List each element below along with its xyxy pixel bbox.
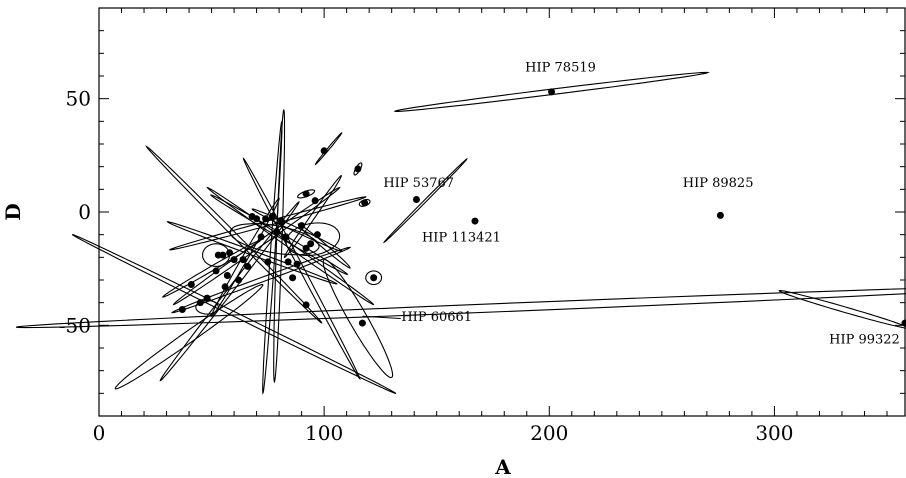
data-point-17 bbox=[187, 281, 195, 289]
data-point-16 bbox=[203, 294, 211, 302]
error-ellipse-7 bbox=[358, 199, 371, 207]
data-point-38 bbox=[298, 222, 306, 230]
error-ellipse-4 bbox=[382, 157, 468, 244]
star-labels: HIP 78519 HIP 53767 HIP 89825 HIP 113421 HIP… bbox=[362, 60, 900, 347]
error-ellipse-5 bbox=[315, 132, 343, 166]
x-axis-label: A bbox=[494, 455, 511, 478]
data-point-32 bbox=[273, 228, 281, 236]
data-point-10 bbox=[311, 197, 319, 205]
error-ellipse-30 bbox=[297, 223, 351, 269]
x-tick-label-0: 0 bbox=[93, 421, 106, 445]
data-point-42 bbox=[221, 283, 229, 291]
data-point-4 bbox=[716, 211, 724, 219]
error-ellipse-29 bbox=[283, 174, 342, 259]
error-ellipse-23 bbox=[210, 197, 280, 317]
error-ellipse-15 bbox=[145, 145, 323, 324]
data-point-13 bbox=[302, 301, 310, 309]
data-point-18 bbox=[212, 267, 220, 275]
error-ellipse-16 bbox=[206, 186, 375, 306]
data-point-27 bbox=[253, 215, 261, 223]
error-ellipse-9 bbox=[365, 270, 383, 286]
error-ellipse-32 bbox=[195, 299, 219, 315]
plot-frame bbox=[98, 7, 906, 417]
error-ellipse-3 bbox=[778, 290, 906, 329]
data-point-35 bbox=[284, 258, 292, 266]
y-tick-label-50: 50 bbox=[66, 87, 91, 111]
star-label-6: HIP 99322 bbox=[829, 332, 900, 347]
data-point-28 bbox=[257, 233, 265, 241]
error-ellipse-19 bbox=[210, 194, 349, 275]
y-axis-label: D bbox=[1, 203, 25, 220]
data-point-1 bbox=[548, 88, 556, 96]
data-point-7 bbox=[354, 165, 362, 173]
data-point-31 bbox=[268, 213, 276, 221]
data-point-40 bbox=[307, 240, 315, 248]
data-point-2 bbox=[412, 196, 420, 204]
star-label-3: HIP 89825 bbox=[683, 176, 754, 191]
tick-labels: 0 100 200 300 -50 0 50 bbox=[59, 87, 794, 445]
y-tick-label-0: 0 bbox=[78, 200, 91, 224]
data-point-37 bbox=[293, 260, 301, 268]
data-point-14 bbox=[178, 305, 186, 313]
error-ellipse-6 bbox=[353, 162, 363, 176]
star-label-5: HIP 60661 bbox=[401, 310, 472, 325]
x-tick-label-100: 100 bbox=[305, 421, 343, 445]
y-tick-label--50: -50 bbox=[59, 313, 91, 337]
data-point-24 bbox=[239, 256, 247, 264]
star-label-4: HIP 113421 bbox=[422, 230, 501, 245]
data-point-5 bbox=[901, 319, 906, 327]
data-point-29 bbox=[262, 215, 270, 223]
x-tick-label-300: 300 bbox=[755, 421, 793, 445]
error-ellipse-31 bbox=[229, 223, 320, 256]
star-label-1: HIP 78519 bbox=[525, 60, 596, 75]
error-ellipse-2 bbox=[15, 288, 906, 329]
data-point-33 bbox=[277, 217, 285, 225]
data-point-11 bbox=[370, 274, 378, 282]
error-ellipses bbox=[15, 71, 906, 395]
data-point-21 bbox=[223, 271, 231, 279]
data-point-12 bbox=[358, 319, 366, 327]
data-point-36 bbox=[289, 274, 297, 282]
error-ellipse-17 bbox=[242, 157, 361, 381]
data-point-34 bbox=[282, 233, 290, 241]
error-ellipse-8 bbox=[297, 189, 316, 199]
data-point-20 bbox=[219, 251, 227, 259]
error-ellipse-22 bbox=[251, 208, 343, 252]
data-points bbox=[178, 88, 906, 327]
data-point-25 bbox=[244, 262, 252, 270]
error-ellipse-21 bbox=[170, 246, 352, 314]
error-ellipse-26 bbox=[273, 108, 286, 384]
data-point-23 bbox=[230, 256, 238, 264]
error-ellipse-10 bbox=[322, 258, 394, 379]
data-point-30 bbox=[264, 258, 272, 266]
data-point-41 bbox=[313, 231, 321, 239]
error-ellipse-1 bbox=[393, 71, 710, 112]
axis-ticks bbox=[98, 7, 905, 417]
x-tick-label-200: 200 bbox=[530, 421, 568, 445]
error-ellipse-12 bbox=[71, 233, 397, 395]
error-ellipse-18 bbox=[172, 186, 341, 306]
data-point-43 bbox=[235, 276, 243, 284]
data-point-15 bbox=[196, 299, 204, 307]
star-label-2: HIP 53767 bbox=[383, 176, 454, 191]
data-point-8 bbox=[361, 199, 369, 207]
label-leader-line bbox=[362, 315, 401, 320]
error-ellipse-28 bbox=[161, 239, 262, 298]
data-point-3 bbox=[471, 217, 479, 225]
error-ellipse-13 bbox=[114, 283, 264, 390]
data-point-9 bbox=[302, 190, 310, 198]
data-point-22 bbox=[226, 249, 234, 257]
error-ellipse-24 bbox=[285, 222, 341, 257]
data-point-39 bbox=[302, 244, 310, 252]
data-point-6 bbox=[320, 147, 328, 155]
